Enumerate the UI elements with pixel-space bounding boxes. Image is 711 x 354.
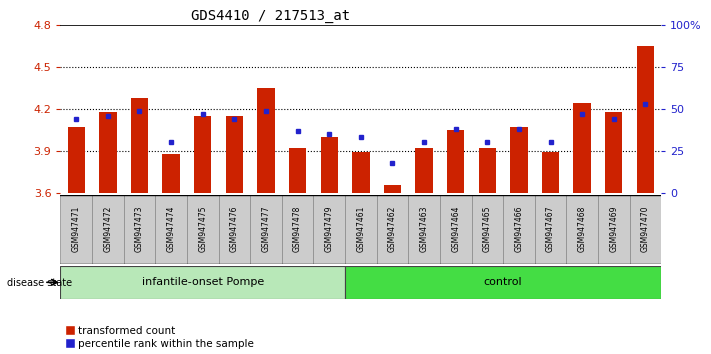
Bar [187, 195, 218, 264]
Bar [282, 195, 314, 264]
Text: GSM947469: GSM947469 [609, 206, 619, 252]
Text: GSM947462: GSM947462 [388, 206, 397, 252]
Text: GSM947479: GSM947479 [325, 206, 333, 252]
Text: GSM947472: GSM947472 [103, 206, 112, 252]
Bar [60, 195, 92, 264]
Bar [440, 195, 471, 264]
Bar [131, 98, 148, 193]
Text: GSM947471: GSM947471 [72, 206, 81, 252]
Bar [155, 195, 187, 264]
Text: control: control [483, 277, 523, 287]
Text: GSM947463: GSM947463 [419, 206, 429, 252]
Bar [630, 195, 661, 264]
Bar [194, 116, 211, 193]
Bar [415, 148, 433, 193]
Text: GSM947467: GSM947467 [546, 206, 555, 252]
Bar [471, 195, 503, 264]
Bar [124, 195, 155, 264]
Bar [92, 195, 124, 264]
Text: GSM947476: GSM947476 [230, 206, 239, 252]
Text: disease state: disease state [7, 278, 73, 288]
Bar [447, 130, 464, 193]
Text: GSM947461: GSM947461 [356, 206, 365, 252]
Text: GSM947464: GSM947464 [451, 206, 460, 252]
Bar [408, 195, 440, 264]
Bar [352, 152, 370, 193]
Text: GSM947466: GSM947466 [515, 206, 523, 252]
Bar [289, 148, 306, 193]
Bar [250, 195, 282, 264]
Bar [605, 112, 623, 193]
Bar [503, 195, 535, 264]
Bar [257, 88, 274, 193]
Bar [567, 195, 598, 264]
Text: GDS4410 / 217513_at: GDS4410 / 217513_at [191, 9, 350, 23]
Bar [535, 195, 567, 264]
Text: GSM947475: GSM947475 [198, 206, 207, 252]
Text: GSM947473: GSM947473 [135, 206, 144, 252]
Text: GSM947477: GSM947477 [262, 206, 270, 252]
Bar [637, 46, 654, 193]
Bar [377, 195, 408, 264]
Legend: transformed count, percentile rank within the sample: transformed count, percentile rank withi… [65, 326, 254, 349]
Text: GSM947478: GSM947478 [293, 206, 302, 252]
Bar [542, 152, 560, 193]
Bar [162, 154, 180, 193]
Bar [479, 148, 496, 193]
Bar [68, 127, 85, 193]
Bar [384, 184, 401, 193]
Text: GSM947468: GSM947468 [577, 206, 587, 252]
Bar [99, 112, 117, 193]
Text: GSM947474: GSM947474 [166, 206, 176, 252]
Bar [345, 195, 377, 264]
Bar [321, 137, 338, 193]
Bar [510, 127, 528, 193]
Bar [60, 266, 345, 299]
Text: GSM947465: GSM947465 [483, 206, 492, 252]
Bar [598, 195, 630, 264]
Bar [225, 116, 243, 193]
Text: GSM947470: GSM947470 [641, 206, 650, 252]
Bar [345, 266, 661, 299]
Bar [218, 195, 250, 264]
Bar [574, 103, 591, 193]
Text: infantile-onset Pompe: infantile-onset Pompe [141, 277, 264, 287]
Bar [314, 195, 345, 264]
